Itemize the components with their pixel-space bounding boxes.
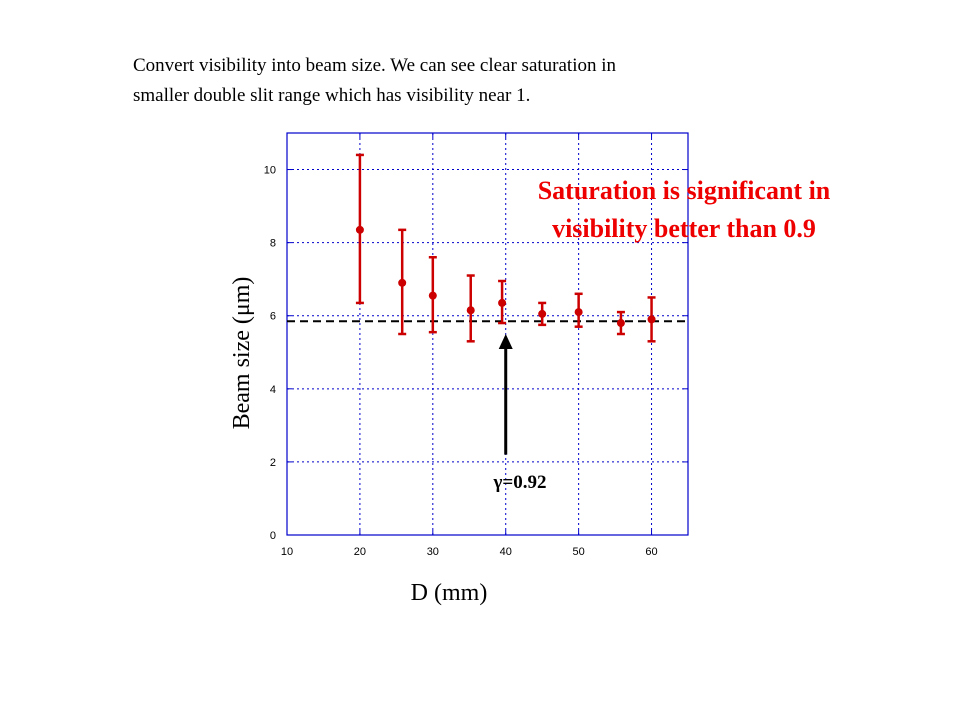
y-tick-label: 4 xyxy=(270,384,276,396)
data-point xyxy=(466,306,475,315)
data-point-group xyxy=(428,256,437,334)
data-point xyxy=(498,298,507,307)
y-axis-title: Beam size (μm) xyxy=(229,277,255,430)
data-point xyxy=(574,308,583,317)
data-point-group xyxy=(498,279,507,325)
annotation-arrow-layer xyxy=(498,334,513,455)
data-point-group xyxy=(574,292,583,328)
data-point xyxy=(428,291,437,300)
saturation-note-line-2: visibility better than 0.9 xyxy=(552,214,816,243)
data-point-group xyxy=(616,310,625,336)
x-tick-label: 30 xyxy=(427,546,439,558)
caption: Convert visibility into beam size. We ca… xyxy=(133,51,833,111)
data-point xyxy=(538,309,547,318)
plot-frame xyxy=(286,132,689,536)
data-point xyxy=(398,278,407,287)
x-tick-label: 50 xyxy=(573,546,585,558)
x-tick-label: 10 xyxy=(281,546,293,558)
data-point-group xyxy=(398,228,407,336)
gamma-label: γ=0.92 xyxy=(493,472,547,493)
data-layer xyxy=(355,153,656,343)
data-point-group xyxy=(355,153,364,305)
x-tick-label: 60 xyxy=(645,546,657,558)
data-point-group xyxy=(538,301,547,327)
axis-ticks: 10 20 30 40 50 60 0 2 4 6 8 10 xyxy=(264,133,688,558)
data-point xyxy=(616,319,625,328)
x-tick-label: 40 xyxy=(500,546,512,558)
x-tick-label: 20 xyxy=(354,546,366,558)
data-point xyxy=(647,315,656,324)
data-point-group xyxy=(466,274,475,343)
y-tick-label: 2 xyxy=(270,457,276,469)
y-tick-label: 6 xyxy=(270,311,276,323)
x-axis-title: D (mm) xyxy=(411,580,488,606)
y-tick-label: 10 xyxy=(264,165,276,177)
caption-line-1: Convert visibility into beam size. We ca… xyxy=(133,55,617,76)
gamma-arrow-head xyxy=(498,334,513,349)
y-tick-label: 0 xyxy=(270,530,276,542)
y-tick-label: 8 xyxy=(270,238,276,250)
data-point xyxy=(355,225,364,234)
saturation-note-line-1: Saturation is significant in xyxy=(538,176,831,205)
data-point-group xyxy=(647,296,656,343)
caption-line-2: smaller double slit range which has visi… xyxy=(133,85,531,106)
grid xyxy=(287,133,688,535)
